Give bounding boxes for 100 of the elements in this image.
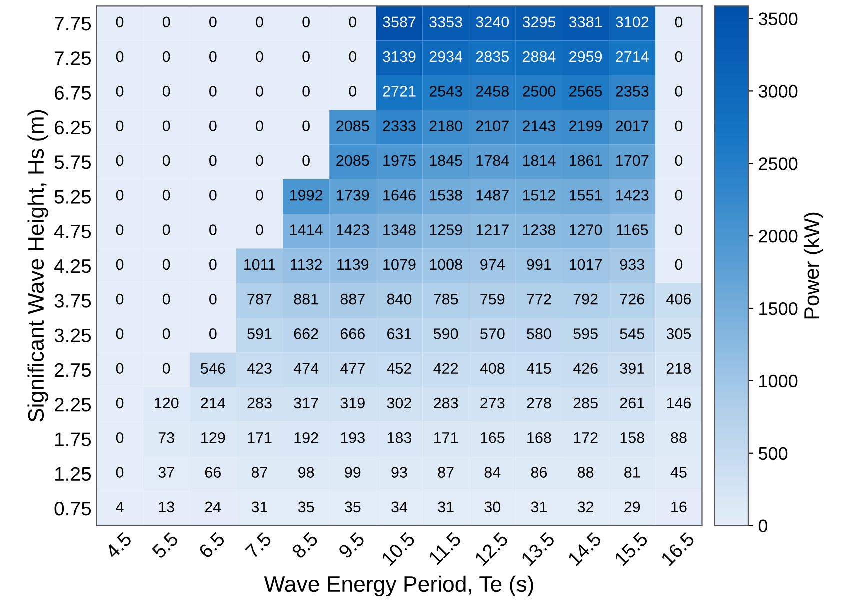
- data-label: 591: [248, 328, 272, 340]
- data-label: 93: [392, 467, 408, 478]
- data-label: 2143: [522, 120, 556, 132]
- data-label: 1238: [523, 224, 556, 236]
- data-label: 1348: [384, 224, 416, 236]
- x-axis-title: Wave Energy Period, Te (s): [264, 576, 534, 597]
- data-label: 881: [294, 294, 318, 305]
- data-label: 1646: [384, 190, 416, 201]
- data-label: 2543: [430, 86, 462, 97]
- data-label: 13: [159, 502, 174, 513]
- data-label: 283: [248, 398, 272, 409]
- data-label: 261: [620, 398, 644, 409]
- y-tick-label: 5.25: [54, 190, 92, 204]
- y-tick-label: 7.25: [55, 52, 92, 66]
- data-label: 0: [116, 294, 124, 305]
- data-label: 3587: [383, 16, 416, 28]
- data-label: 0: [256, 155, 264, 166]
- data-label: 0: [162, 259, 170, 270]
- data-label: 452: [387, 363, 412, 374]
- data-label: 35: [298, 502, 314, 513]
- data-label: 0: [162, 51, 170, 62]
- data-label: 3381: [569, 16, 602, 28]
- data-label: 415: [526, 363, 552, 374]
- data-label: 0: [116, 51, 124, 62]
- data-label: 0: [675, 155, 683, 166]
- data-label: 84: [484, 467, 501, 478]
- data-label: 0: [116, 120, 124, 132]
- data-label: 0: [349, 86, 357, 97]
- data-label: 81: [624, 467, 640, 478]
- data-label: 0: [210, 190, 217, 201]
- data-label: 319: [340, 398, 365, 409]
- y-tick-label: 2.25: [54, 398, 92, 412]
- data-label: 0: [116, 86, 124, 97]
- data-label: 0: [349, 16, 357, 28]
- data-label: 0: [302, 86, 310, 97]
- data-label: 0: [116, 224, 124, 236]
- data-label: 45: [670, 467, 687, 478]
- data-label: 4: [116, 502, 124, 512]
- x-tick-label: 8.5: [291, 532, 319, 560]
- data-label: 0: [162, 155, 170, 166]
- data-label: 172: [574, 432, 598, 444]
- data-label: 0: [210, 120, 217, 132]
- data-label: 0: [256, 120, 264, 132]
- data-label: 1551: [570, 190, 602, 201]
- y-tick-label: 7.75: [55, 17, 92, 31]
- data-label: 2085: [336, 120, 370, 132]
- data-label: 0: [210, 224, 217, 236]
- data-label: 305: [666, 328, 692, 340]
- data-label: 1784: [476, 155, 510, 166]
- data-label: 35: [344, 502, 361, 513]
- data-label: 0: [675, 120, 683, 132]
- y-tick-label: 1.75: [55, 432, 92, 446]
- data-label: 98: [298, 467, 314, 478]
- data-label: 1814: [523, 155, 556, 166]
- data-label: 3139: [383, 51, 416, 62]
- data-label: 3102: [616, 16, 649, 28]
- data-label: 546: [201, 363, 226, 374]
- data-label: 2017: [616, 120, 649, 132]
- data-label: 218: [666, 363, 692, 374]
- data-label: 30: [484, 502, 501, 513]
- x-tick-label: 5.5: [152, 532, 180, 560]
- data-label: 88: [671, 432, 687, 444]
- data-label: 0: [116, 190, 124, 201]
- y-tick-label: 4.75: [54, 225, 92, 239]
- data-label: 0: [210, 16, 217, 28]
- color-bar-label: 3500: [758, 12, 798, 26]
- data-label: 759: [480, 294, 505, 305]
- data-label: 302: [387, 398, 412, 409]
- data-label: 1017: [570, 259, 602, 270]
- y-tick-label: 4.25: [54, 259, 92, 274]
- data-label: 0: [256, 16, 264, 28]
- data-label: 0: [116, 467, 124, 478]
- data-label: 0: [210, 294, 217, 305]
- data-label: 1217: [476, 224, 509, 236]
- data-label: 0: [256, 190, 264, 201]
- data-label: 0: [116, 328, 124, 340]
- data-label: 120: [155, 398, 179, 409]
- data-label: 29: [624, 502, 640, 513]
- data-label: 785: [434, 294, 458, 305]
- data-label: 0: [302, 120, 310, 132]
- color-bar-label: 0: [758, 520, 768, 533]
- data-label: 0: [116, 155, 124, 166]
- data-label: 0: [162, 86, 170, 97]
- data-label: 1975: [384, 155, 416, 166]
- data-label: 991: [527, 259, 552, 270]
- data-label: 88: [578, 467, 594, 478]
- data-label: 2353: [616, 86, 649, 97]
- y-tick-label: 3.75: [54, 294, 92, 308]
- data-label: 0: [675, 224, 683, 236]
- data-label: 0: [116, 259, 124, 270]
- data-label: 158: [620, 432, 644, 444]
- data-label: 0: [116, 432, 124, 444]
- data-label: 933: [620, 259, 644, 270]
- data-label: 0: [162, 294, 170, 305]
- data-label: 278: [527, 398, 552, 409]
- data-label: 887: [340, 294, 365, 305]
- data-label: 193: [341, 432, 365, 444]
- data-label: 0: [162, 190, 170, 201]
- data-label: 2721: [383, 86, 416, 97]
- data-label: 0: [675, 190, 683, 201]
